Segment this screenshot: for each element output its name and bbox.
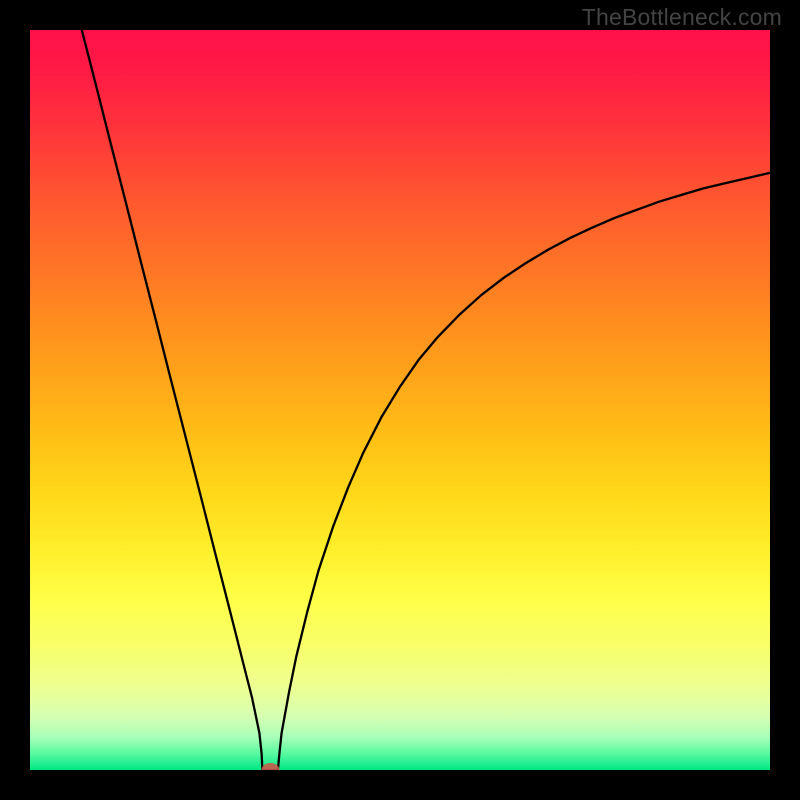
watermark-text: TheBottleneck.com	[582, 4, 782, 31]
chart-svg	[30, 30, 770, 770]
plot-area	[30, 30, 770, 770]
chart-frame: TheBottleneck.com	[0, 0, 800, 800]
gradient-background	[30, 30, 770, 770]
